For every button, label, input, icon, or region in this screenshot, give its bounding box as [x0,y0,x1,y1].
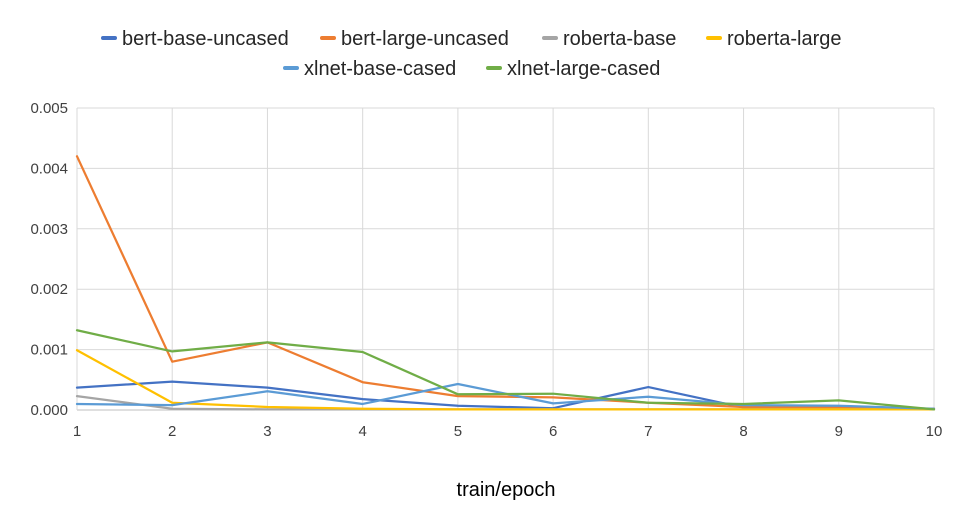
x-tick-label: 10 [926,423,943,440]
y-axis: 0.000 0.001 0.002 0.003 0.004 0.005 [30,100,68,419]
x-axis-title: train/epoch [457,479,556,501]
x-tick-label: 2 [168,423,176,440]
y-tick-label: 0.002 [30,281,68,298]
x-tick-label: 4 [358,423,366,440]
y-tick-label: 0.005 [30,100,68,117]
y-tick-label: 0.000 [30,402,68,419]
chart-plot-area [75,155,936,411]
x-tick-label: 6 [549,423,557,440]
x-tick-label: 9 [835,423,843,440]
x-tick-label: 7 [644,423,652,440]
x-tick-label: 1 [73,423,81,440]
legend-label: xlnet-large-cased [507,58,660,80]
y-tick-label: 0.001 [30,342,68,359]
legend-label: roberta-large [727,28,842,50]
y-tick-label: 0.004 [30,160,68,177]
y-tick-label: 0.003 [30,221,68,238]
legend-label: bert-base-uncased [122,28,289,50]
x-tick-label: 3 [263,423,271,440]
legend-label: bert-large-uncased [341,28,509,50]
series-line-bert-large-uncased [75,155,936,410]
legend-label: xlnet-base-cased [304,58,456,80]
series-line-xlnet-large-cased [75,329,936,411]
series-line-roberta-large [75,349,936,411]
x-axis: 1 2 3 4 5 6 7 8 9 10 [73,423,943,440]
legend-label: roberta-base [563,28,676,50]
chart-legend: bert-base-uncased bert-large-uncased rober… [101,28,842,80]
chart-gridlines [76,107,935,411]
x-tick-label: 5 [454,423,462,440]
x-tick-label: 8 [739,423,747,440]
